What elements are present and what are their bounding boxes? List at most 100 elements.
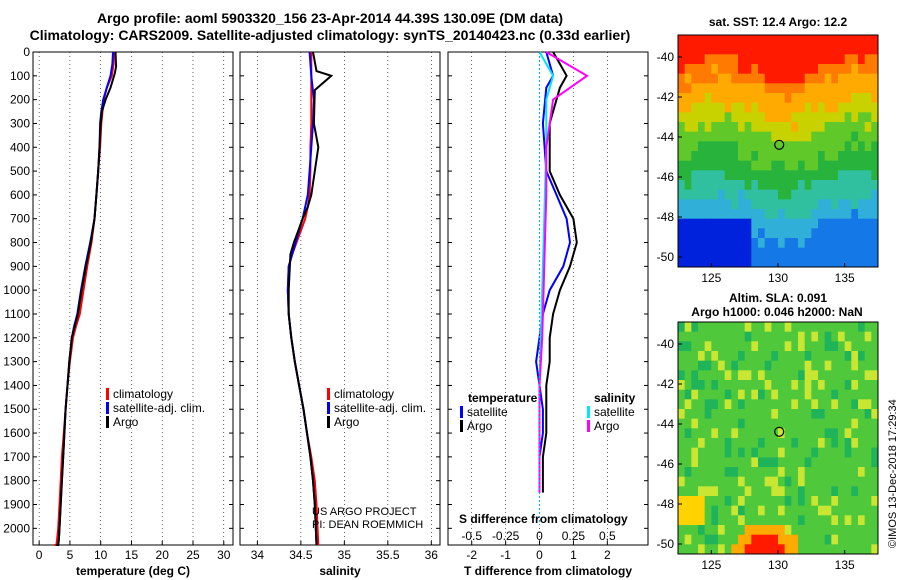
sla-map-cell	[731, 409, 739, 420]
sst-map-cell	[724, 151, 732, 162]
sst-map-ytick-label: -46	[657, 170, 675, 184]
sla-map-cell	[851, 418, 859, 429]
sst-map-cell	[698, 131, 706, 142]
sst-map-cell	[831, 257, 839, 268]
sst-map-cell	[838, 93, 846, 104]
sst-map-cell	[811, 122, 819, 133]
sst-map-cell	[691, 199, 699, 210]
sst-map-cell	[698, 93, 706, 104]
sst-map-cell	[838, 102, 846, 113]
sst-map-cell	[831, 64, 839, 75]
sst-map-cell	[838, 209, 846, 220]
sst-map-cell	[704, 180, 712, 191]
sla-map-cell	[864, 389, 872, 400]
sla-map-cell	[804, 399, 812, 410]
temperature-series-argo	[56, 51, 118, 546]
sst-map-cell	[864, 238, 872, 249]
sla-map-cell	[804, 351, 812, 362]
sla-map-cell	[798, 525, 806, 536]
sst-map-cell	[818, 218, 826, 229]
sst-map-cell	[858, 257, 866, 268]
sst-map-cell	[744, 102, 752, 113]
sst-map-cell	[704, 44, 712, 55]
sst-map-cell	[684, 151, 692, 162]
sst-map-cell	[778, 199, 786, 210]
sla-map-cell	[851, 525, 859, 536]
sst-map-cell	[838, 228, 846, 239]
temperature-legend-label: satellite-adj. clim.	[113, 401, 205, 415]
sst-map-cell	[711, 228, 719, 239]
sst-map-cell	[751, 83, 759, 94]
sla-map-cell	[711, 380, 719, 391]
sla-map-cell	[844, 505, 852, 516]
sst-map-cell	[771, 83, 779, 94]
sla-map-cell	[744, 389, 752, 400]
sla-map-cell	[751, 322, 759, 333]
sst-map-cell	[871, 141, 879, 152]
sla-map-cell	[738, 438, 746, 449]
sst-map-cell	[678, 151, 686, 162]
sla-map-cell	[684, 418, 692, 429]
sla-map-cell	[818, 544, 826, 555]
sla-map-cell	[851, 505, 859, 516]
sla-map-cell	[838, 351, 846, 362]
sla-map-cell	[784, 322, 792, 333]
sst-map-cell	[684, 199, 692, 210]
sla-map-cell	[691, 486, 699, 497]
diff-s-tick-label: -0.5	[461, 529, 482, 543]
sst-map-cell	[824, 112, 832, 123]
depth-tick-label: 1000	[3, 283, 30, 297]
sla-map-cell	[704, 486, 712, 497]
sla-map-cell	[824, 331, 832, 342]
sst-map-cell	[764, 160, 772, 171]
sla-map-cell	[758, 360, 766, 371]
sla-map-cell	[691, 476, 699, 487]
sla-map-cell	[791, 505, 799, 516]
sst-map-cell	[871, 83, 879, 94]
sla-map-cell	[818, 322, 826, 333]
sla-map-cell	[684, 544, 692, 555]
sst-map-cell	[864, 151, 872, 162]
sla-map-cell	[811, 409, 819, 420]
sst-map-cell	[791, 73, 799, 84]
sla-map-cell	[744, 486, 752, 497]
sst-map-cell	[691, 180, 699, 191]
sla-map-cell	[718, 505, 726, 516]
sst-map-cell	[831, 170, 839, 181]
sla-map-cell	[824, 476, 832, 487]
sst-map-cell	[791, 141, 799, 152]
sst-map-cell	[871, 228, 879, 239]
sst-map-cell	[678, 83, 686, 94]
sla-map-cell	[691, 525, 699, 536]
depth-tick-label: 1600	[3, 426, 30, 440]
sla-map-cell	[838, 515, 846, 526]
sst-map-cell	[831, 218, 839, 229]
sst-map-cell	[851, 247, 859, 258]
sla-map-cell	[764, 399, 772, 410]
sla-map-cell	[684, 428, 692, 439]
sla-map-xtick-label: 130	[768, 558, 788, 572]
panel-temperature: 0 5 10 15 20 25 300100200300400500600700800900…	[3, 45, 234, 578]
sla-map-cell	[864, 505, 872, 516]
sst-map-cell	[738, 44, 746, 55]
sla-map-cell	[851, 399, 859, 410]
sst-map-cell	[804, 218, 812, 229]
sla-map-cell	[851, 351, 859, 362]
sla-map-cell	[711, 322, 719, 333]
sla-map-cell	[744, 360, 752, 371]
sla-map-cell	[844, 351, 852, 362]
sla-map-cell	[704, 399, 712, 410]
sst-map-cell	[738, 54, 746, 65]
sla-map-cell	[764, 515, 772, 526]
sla-map-cell	[778, 496, 786, 507]
sst-map-cell	[698, 247, 706, 258]
sla-map-cell	[818, 457, 826, 468]
sst-map-cell	[798, 122, 806, 133]
sst-map-cell	[758, 141, 766, 152]
temperature-legend-swatch	[106, 402, 109, 414]
sst-map-cell	[791, 64, 799, 75]
sst-map-cell	[704, 170, 712, 181]
depth-tick-label: 0	[23, 45, 30, 59]
sst-map-cell	[751, 102, 759, 113]
sst-map-cell	[698, 73, 706, 84]
